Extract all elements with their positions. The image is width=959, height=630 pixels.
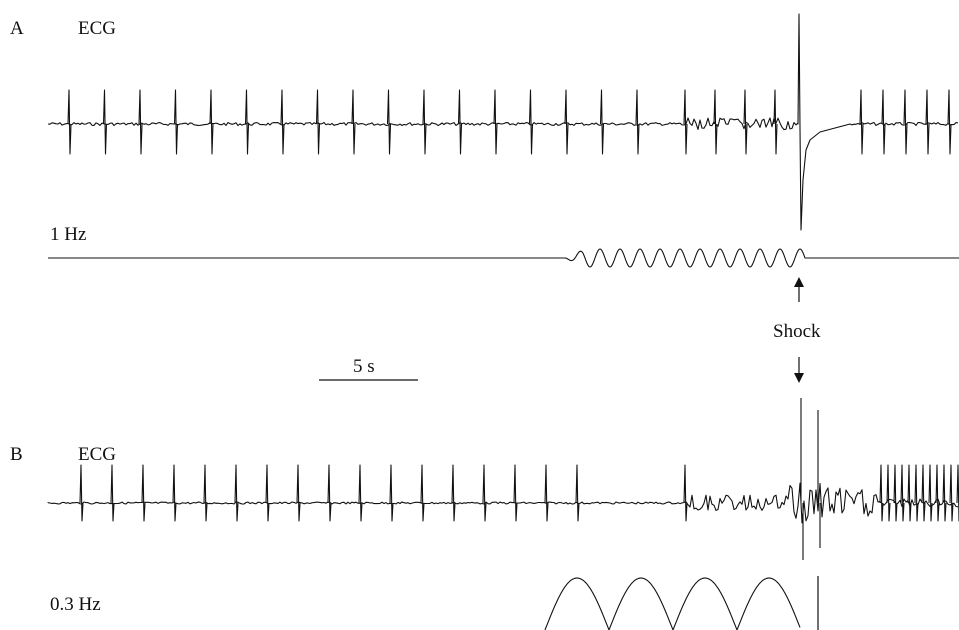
shock-label: Shock (773, 321, 821, 342)
shock-down-arrow-icon (794, 373, 804, 383)
scale-bar-label: 5 s (353, 356, 375, 377)
panel-b-ecg-trace (47, 398, 959, 560)
panel-a-stim-trace (48, 248, 959, 268)
panel-a-letter: A (10, 18, 24, 39)
panel-a-stim-label: 1 Hz (50, 224, 86, 245)
panel-a: A ECG 1 Hz (10, 13, 959, 268)
panel-b-stim-trace (544, 577, 801, 630)
panel-b-ecg-label: ECG (78, 444, 116, 465)
shock-marker: Shock (773, 277, 821, 383)
shock-up-arrow-icon (794, 277, 804, 287)
panel-b-letter: B (10, 444, 23, 465)
scale-bar: 5 s (319, 356, 418, 381)
panel-a-ecg-trace (47, 13, 959, 231)
panel-a-ecg-label: ECG (78, 18, 116, 39)
panel-b: B ECG 0.3 Hz (10, 398, 959, 630)
panel-b-stim-label: 0.3 Hz (50, 594, 101, 615)
